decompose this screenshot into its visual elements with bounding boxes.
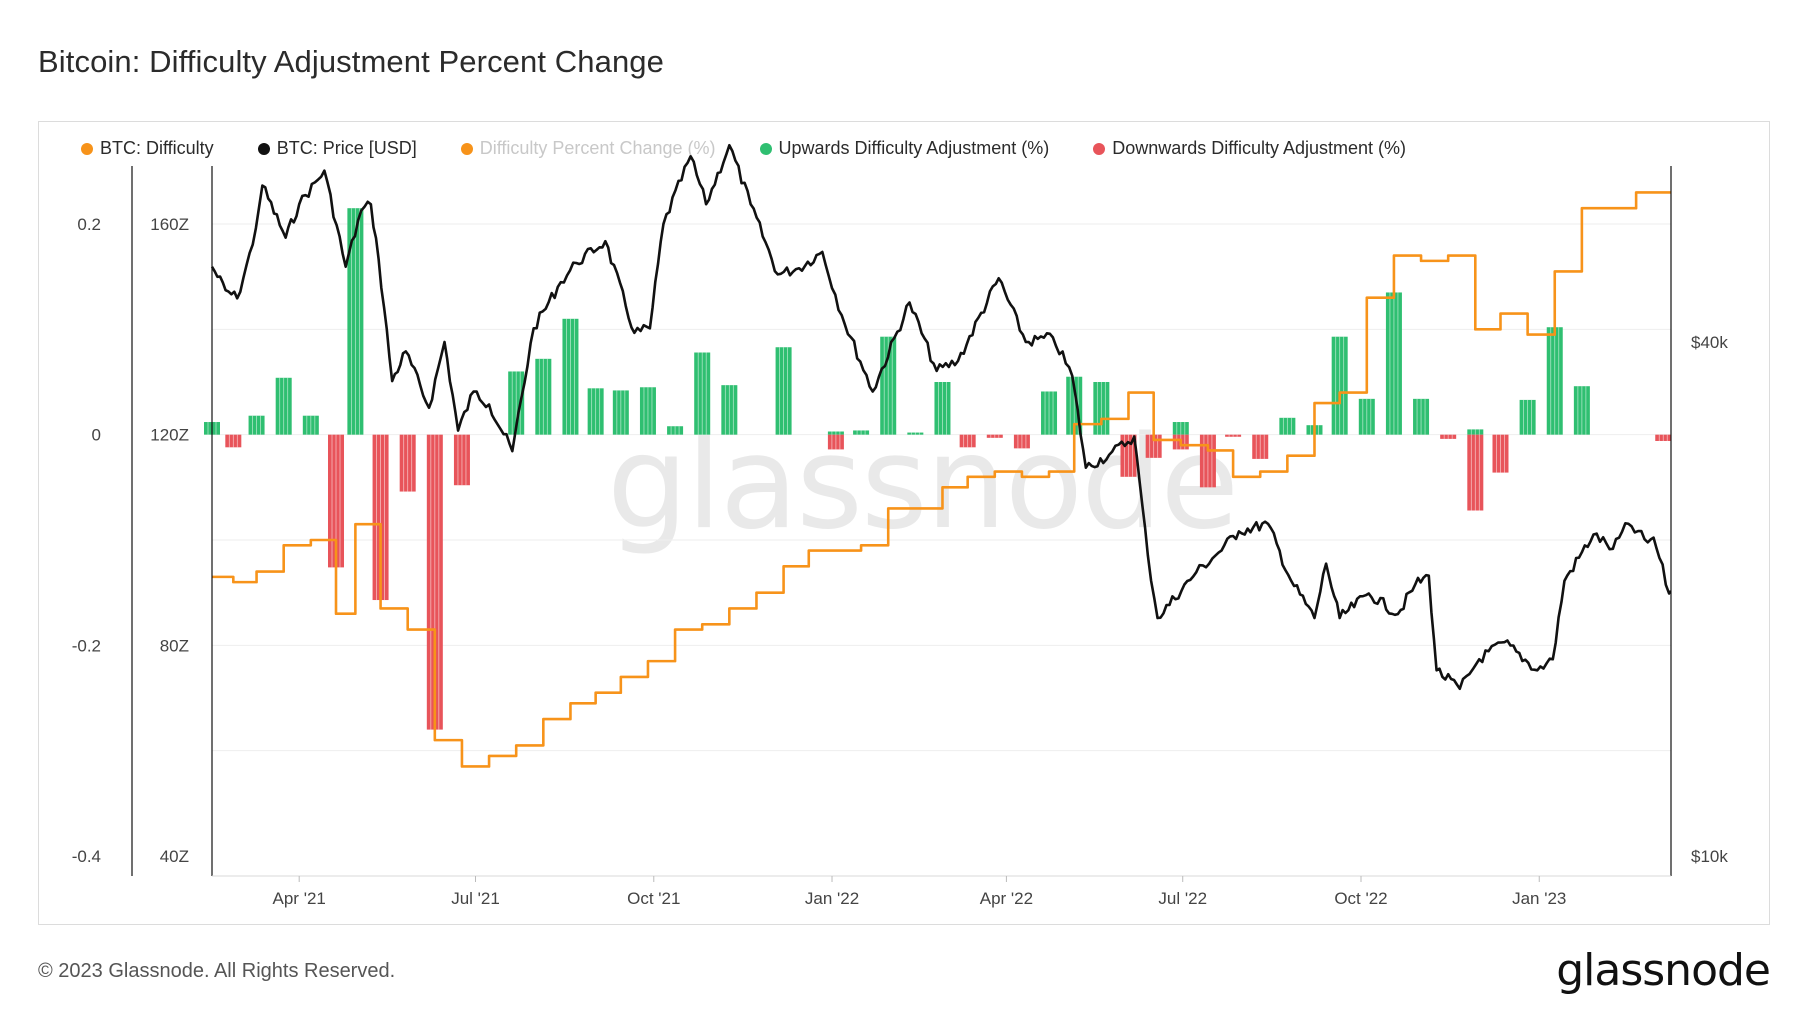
legend-item-upwards[interactable]: Upwards Difficulty Adjustment (%) — [759, 138, 1050, 159]
legend-dot-icon — [81, 142, 93, 155]
pct-tick-label: 0 — [92, 426, 101, 445]
upward-bar — [694, 352, 711, 435]
upward-bar — [535, 358, 552, 435]
difficulty-tick-label: 160Z — [150, 215, 189, 234]
price-tick-label: $10k — [1691, 847, 1728, 866]
upward-bar — [1279, 417, 1296, 435]
upward-bar — [880, 336, 897, 435]
legend-dot-icon — [1093, 142, 1106, 155]
downward-bar — [1225, 434, 1242, 437]
downward-bar — [453, 434, 470, 486]
upward-bar — [667, 426, 684, 435]
legend-label: BTC: Difficulty — [100, 138, 214, 158]
upward-bar — [275, 377, 292, 435]
upward-bar — [1519, 399, 1536, 435]
downward-bar — [1013, 434, 1030, 449]
legend-item-percent-change[interactable]: Difficulty Percent Change (%) — [460, 138, 716, 159]
legend-item-downwards[interactable]: Downwards Difficulty Adjustment (%) — [1093, 138, 1406, 159]
x-tick-label: Jul '22 — [1158, 889, 1207, 908]
upward-bar — [1467, 429, 1484, 435]
chart-svg: glassnode 0.20-0.2-0.4160Z120Z80Z40Z$40k… — [72, 143, 1729, 908]
legend-label: Upwards Difficulty Adjustment (%) — [778, 138, 1050, 158]
upward-bar — [639, 387, 656, 435]
downward-bar — [1467, 434, 1484, 511]
difficulty-line — [212, 191, 1671, 768]
x-tick-label: Oct '22 — [1334, 889, 1387, 908]
upward-bar — [587, 388, 604, 435]
upward-bar — [1041, 391, 1058, 435]
upward-bar — [934, 382, 951, 435]
difficulty-tick-label: 80Z — [160, 636, 189, 655]
pct-tick-label: -0.4 — [72, 847, 101, 866]
x-tick-label: Apr '21 — [273, 889, 326, 908]
chart-panel: BTC: Difficulty BTC: Price [USD] Difficu… — [38, 121, 1770, 925]
adjustment-bars — [204, 208, 1672, 730]
legend: BTC: Difficulty BTC: Price [USD] Difficu… — [81, 138, 1450, 159]
legend-label: BTC: Price [USD] — [276, 138, 417, 158]
upward-bar — [248, 415, 265, 435]
legend-label: Difficulty Percent Change (%) — [479, 138, 716, 158]
copyright-footer: © 2023 Glassnode. All Rights Reserved. — [38, 960, 396, 982]
upward-bar — [347, 208, 364, 435]
downward-bar — [225, 434, 242, 448]
downward-bar — [959, 434, 976, 448]
upward-bar — [1573, 386, 1590, 435]
legend-item-difficulty[interactable]: BTC: Difficulty — [81, 138, 214, 159]
legend-dot-icon — [257, 142, 270, 155]
upward-bar — [1546, 327, 1563, 435]
upward-bar — [302, 415, 319, 435]
legend-label: Downwards Difficulty Adjustment (%) — [1112, 138, 1407, 158]
chart-title: Bitcoin: Difficulty Adjustment Percent C… — [38, 44, 664, 79]
upward-bar — [1331, 336, 1348, 435]
x-tick-label: Oct '21 — [627, 889, 680, 908]
difficulty-tick-label: 40Z — [160, 847, 189, 866]
axis-ticks: 0.2 0 -0.2 -0.4 160Z 120Z 80Z 40Z $40k $10k Apr '2… — [72, 215, 1729, 908]
pct-tick-label: -0.2 — [72, 636, 101, 655]
downward-bar — [1252, 434, 1269, 459]
price-tick-label: $40k — [1691, 333, 1728, 352]
upward-bar — [1172, 422, 1189, 435]
downward-bar — [372, 434, 389, 601]
pct-tick-label: 0.2 — [77, 215, 101, 234]
glassnode-logo: glassnode — [1556, 945, 1771, 996]
downward-bar — [986, 434, 1003, 438]
downward-bar — [426, 434, 443, 730]
upward-bar — [562, 318, 579, 435]
upward-bar — [612, 390, 629, 435]
x-tick-label: Jul '21 — [451, 889, 500, 908]
upward-bar — [775, 347, 792, 435]
downward-bar — [1492, 434, 1509, 473]
legend-item-price[interactable]: BTC: Price [USD] — [257, 138, 417, 159]
downward-bar — [1655, 434, 1672, 441]
x-tick-label: Jan '22 — [805, 889, 859, 908]
upward-bar — [1358, 398, 1375, 435]
legend-dot-icon — [759, 142, 772, 155]
x-tick-label: Apr '22 — [980, 889, 1033, 908]
upward-bar — [1413, 398, 1430, 435]
upward-bar — [827, 431, 844, 435]
x-tick-label: Jan '23 — [1512, 889, 1566, 908]
upward-bar — [907, 432, 924, 435]
difficulty-tick-label: 120Z — [150, 426, 189, 445]
downward-bar — [1199, 434, 1216, 488]
price-line — [210, 143, 1672, 691]
downward-bar — [827, 434, 844, 450]
upward-bar — [721, 385, 738, 435]
downward-bar — [1440, 434, 1457, 439]
upward-bar — [1093, 382, 1110, 435]
upward-bar — [1385, 292, 1402, 435]
upward-bar — [853, 430, 870, 435]
legend-dot-icon — [460, 142, 473, 155]
downward-bar — [399, 434, 416, 492]
